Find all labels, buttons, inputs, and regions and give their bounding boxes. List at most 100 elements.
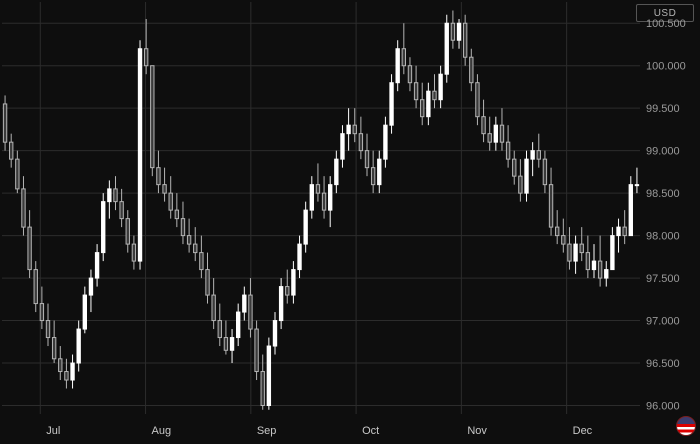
candlestick-73[interactable] [451, 23, 454, 40]
candlestick-39[interactable] [243, 295, 246, 312]
candlestick-74[interactable] [457, 23, 460, 40]
candlestick-10[interactable] [65, 372, 68, 380]
candlestick-2[interactable] [16, 159, 19, 189]
candlestick-28[interactable] [175, 210, 178, 218]
candlestick-43[interactable] [267, 346, 270, 405]
country-flag-icon[interactable] [676, 416, 696, 436]
candlestick-18[interactable] [114, 189, 117, 202]
candlestick-51[interactable] [316, 185, 319, 193]
candlestick-98[interactable] [605, 270, 608, 278]
candlestick-94[interactable] [580, 244, 583, 252]
candlestick-92[interactable] [568, 244, 571, 261]
candlestick-36[interactable] [224, 338, 227, 351]
candlestick-49[interactable] [304, 210, 307, 244]
candlestick-37[interactable] [230, 338, 233, 351]
candlestick-56[interactable] [347, 125, 350, 133]
candlestick-101[interactable] [623, 227, 626, 235]
candlestick-44[interactable] [273, 321, 276, 346]
candlestick-4[interactable] [28, 227, 31, 269]
candlestick-69[interactable] [427, 91, 430, 116]
candlestick-90[interactable] [555, 227, 558, 235]
candlestick-42[interactable] [261, 372, 264, 406]
candlestick-55[interactable] [341, 134, 344, 159]
candlestick-63[interactable] [390, 83, 393, 125]
candlestick-47[interactable] [292, 270, 295, 295]
candlestick-27[interactable] [169, 193, 172, 210]
candlestick-68[interactable] [421, 100, 424, 117]
candlestick-81[interactable] [500, 125, 503, 142]
candlestick-79[interactable] [488, 134, 491, 142]
candlestick-34[interactable] [212, 295, 215, 320]
candlestick-48[interactable] [298, 244, 301, 269]
candlestick-65[interactable] [402, 49, 405, 66]
candlestick-84[interactable] [519, 176, 522, 193]
candlestick-11[interactable] [71, 363, 74, 380]
candlestick-19[interactable] [120, 202, 123, 219]
candlestick-75[interactable] [463, 23, 466, 57]
candlestick-83[interactable] [513, 159, 516, 176]
candlestick-38[interactable] [236, 312, 239, 337]
candlestick-40[interactable] [249, 295, 252, 329]
candlestick-89[interactable] [549, 185, 552, 227]
candlestick-25[interactable] [157, 168, 160, 185]
candlestick-99[interactable] [611, 236, 614, 270]
candlestick-100[interactable] [617, 227, 620, 235]
candlestick-57[interactable] [353, 125, 356, 133]
candlestick-87[interactable] [537, 151, 540, 159]
candlestick-53[interactable] [329, 185, 332, 210]
candlestick-58[interactable] [359, 134, 362, 151]
candlestick-62[interactable] [384, 125, 387, 159]
candlestick-82[interactable] [506, 142, 509, 159]
candlestick-61[interactable] [378, 159, 381, 184]
candlestick-77[interactable] [476, 83, 479, 117]
candlestick-80[interactable] [494, 125, 497, 142]
candlestick-95[interactable] [586, 253, 589, 270]
candlestick-32[interactable] [200, 253, 203, 270]
candlestick-72[interactable] [445, 23, 448, 74]
candlestick-64[interactable] [396, 49, 399, 83]
candlestick-50[interactable] [310, 185, 313, 210]
candlestick-66[interactable] [408, 66, 411, 83]
candlestick-91[interactable] [562, 236, 565, 244]
candlestick-88[interactable] [543, 159, 546, 184]
candlestick-71[interactable] [439, 74, 442, 99]
candlestick-103[interactable] [635, 185, 638, 186]
candlestick-1[interactable] [10, 142, 13, 159]
candlestick-76[interactable] [470, 57, 473, 82]
candlestick-17[interactable] [108, 189, 111, 202]
candlestick-59[interactable] [365, 151, 368, 168]
candlestick-16[interactable] [102, 202, 105, 253]
candlestick-12[interactable] [77, 329, 80, 363]
candlestick-30[interactable] [187, 236, 190, 244]
candlestick-23[interactable] [144, 49, 147, 66]
candlestick-31[interactable] [194, 244, 197, 252]
candlestick-97[interactable] [598, 261, 601, 278]
candlestick-70[interactable] [433, 91, 436, 99]
candlestick-54[interactable] [335, 159, 338, 184]
candlestick-60[interactable] [371, 168, 374, 185]
candlestick-29[interactable] [181, 219, 184, 236]
candlestick-85[interactable] [525, 159, 528, 193]
candlestick-45[interactable] [279, 287, 282, 321]
candlestick-0[interactable] [3, 104, 6, 142]
candlestick-15[interactable] [95, 253, 98, 278]
candlestick-33[interactable] [206, 270, 209, 295]
candlestick-7[interactable] [46, 321, 49, 338]
candlestick-3[interactable] [22, 189, 25, 227]
candlestick-22[interactable] [138, 49, 141, 261]
candlestick-9[interactable] [59, 359, 62, 372]
candlestick-78[interactable] [482, 117, 485, 134]
candlestick-67[interactable] [414, 83, 417, 100]
candlestick-52[interactable] [322, 193, 325, 210]
candlestick-26[interactable] [163, 185, 166, 193]
candlestick-35[interactable] [218, 321, 221, 338]
candlestick-41[interactable] [255, 329, 258, 371]
candlestick-5[interactable] [34, 270, 37, 304]
candlestick-14[interactable] [89, 278, 92, 295]
candlestick-6[interactable] [40, 304, 43, 321]
candlestick-21[interactable] [132, 244, 135, 261]
candlestick-20[interactable] [126, 219, 129, 244]
candlestick-8[interactable] [52, 338, 55, 359]
candlestick-93[interactable] [574, 244, 577, 261]
candlestick-86[interactable] [531, 151, 534, 159]
